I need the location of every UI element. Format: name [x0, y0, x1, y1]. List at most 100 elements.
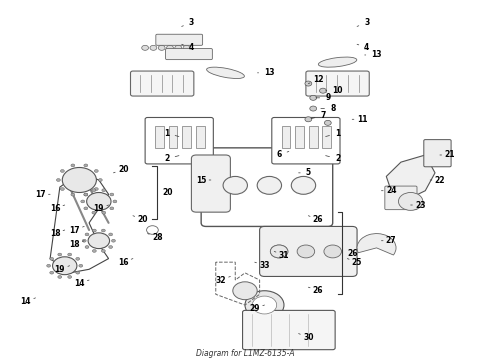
- Circle shape: [297, 245, 315, 258]
- Circle shape: [109, 233, 113, 236]
- Circle shape: [81, 200, 85, 203]
- FancyBboxPatch shape: [260, 226, 357, 276]
- Circle shape: [84, 164, 88, 167]
- Circle shape: [398, 193, 423, 210]
- Text: 12: 12: [308, 76, 323, 85]
- Text: 4: 4: [182, 43, 194, 52]
- FancyBboxPatch shape: [192, 155, 230, 212]
- Circle shape: [92, 211, 96, 214]
- Text: 23: 23: [411, 201, 426, 210]
- FancyBboxPatch shape: [424, 140, 451, 167]
- Text: 30: 30: [298, 333, 314, 342]
- Text: 20: 20: [114, 165, 128, 174]
- Circle shape: [305, 117, 312, 122]
- Text: 17: 17: [35, 190, 50, 199]
- Text: 20: 20: [162, 188, 172, 197]
- Text: 19: 19: [54, 265, 70, 274]
- Circle shape: [52, 257, 77, 275]
- Text: Diagram for L1MZ-6135-A: Diagram for L1MZ-6135-A: [196, 349, 294, 358]
- Text: 16: 16: [49, 204, 65, 213]
- Text: 3: 3: [182, 18, 194, 27]
- Text: 28: 28: [147, 233, 163, 242]
- Circle shape: [101, 229, 105, 232]
- Text: 26: 26: [308, 286, 323, 295]
- Circle shape: [84, 193, 88, 196]
- Circle shape: [223, 176, 247, 194]
- Circle shape: [85, 246, 89, 248]
- Text: 8: 8: [321, 104, 335, 113]
- Text: 2: 2: [326, 154, 340, 163]
- Text: 20: 20: [133, 215, 148, 224]
- Text: 14: 14: [21, 297, 35, 306]
- Circle shape: [85, 233, 89, 236]
- Circle shape: [84, 193, 88, 196]
- FancyBboxPatch shape: [243, 310, 335, 350]
- Circle shape: [88, 233, 110, 249]
- Circle shape: [252, 296, 277, 314]
- Circle shape: [95, 170, 98, 172]
- Circle shape: [93, 249, 96, 252]
- Text: 13: 13: [258, 68, 274, 77]
- Circle shape: [110, 207, 114, 210]
- Circle shape: [71, 193, 75, 196]
- Circle shape: [76, 271, 80, 274]
- Circle shape: [82, 239, 86, 242]
- Text: 16: 16: [118, 258, 133, 267]
- Circle shape: [324, 245, 342, 258]
- Text: 6: 6: [276, 150, 289, 159]
- Bar: [169, 126, 177, 148]
- FancyBboxPatch shape: [130, 71, 194, 96]
- Bar: [295, 126, 304, 148]
- Text: 27: 27: [381, 236, 396, 245]
- Circle shape: [310, 95, 317, 100]
- Text: 26: 26: [347, 249, 358, 258]
- Circle shape: [270, 245, 288, 258]
- Circle shape: [257, 176, 282, 194]
- Circle shape: [71, 164, 75, 167]
- Circle shape: [101, 249, 105, 252]
- FancyBboxPatch shape: [272, 117, 340, 164]
- Wedge shape: [357, 234, 396, 255]
- Text: 25: 25: [347, 258, 362, 267]
- Circle shape: [60, 170, 64, 172]
- Circle shape: [109, 246, 113, 248]
- Circle shape: [79, 264, 83, 267]
- Text: 18: 18: [49, 229, 65, 238]
- Circle shape: [310, 106, 317, 111]
- Ellipse shape: [207, 67, 245, 78]
- Circle shape: [291, 176, 316, 194]
- Circle shape: [113, 200, 117, 203]
- Text: 1: 1: [165, 129, 179, 138]
- Text: 22: 22: [430, 176, 445, 185]
- Text: 18: 18: [69, 240, 84, 249]
- Circle shape: [319, 88, 326, 93]
- Circle shape: [324, 120, 331, 125]
- FancyBboxPatch shape: [201, 148, 333, 226]
- Circle shape: [62, 167, 97, 193]
- Text: 24: 24: [381, 186, 396, 195]
- Text: 26: 26: [308, 215, 323, 224]
- Circle shape: [183, 45, 190, 50]
- FancyBboxPatch shape: [145, 117, 213, 164]
- Circle shape: [112, 239, 116, 242]
- Circle shape: [93, 229, 96, 232]
- Text: 31: 31: [274, 251, 289, 260]
- Text: 13: 13: [365, 50, 382, 59]
- Text: 5: 5: [298, 168, 311, 177]
- Text: 14: 14: [74, 279, 89, 288]
- Circle shape: [102, 189, 106, 192]
- Text: 29: 29: [249, 304, 265, 313]
- Circle shape: [110, 193, 114, 196]
- FancyBboxPatch shape: [156, 34, 202, 45]
- Bar: [309, 126, 318, 148]
- Bar: [322, 126, 331, 148]
- Text: 33: 33: [255, 261, 270, 270]
- Text: 3: 3: [357, 18, 369, 27]
- FancyBboxPatch shape: [166, 49, 212, 60]
- Circle shape: [58, 253, 62, 256]
- Text: 11: 11: [352, 115, 367, 124]
- Circle shape: [92, 189, 96, 192]
- Circle shape: [68, 253, 72, 256]
- Circle shape: [175, 45, 182, 50]
- Text: 17: 17: [69, 225, 84, 234]
